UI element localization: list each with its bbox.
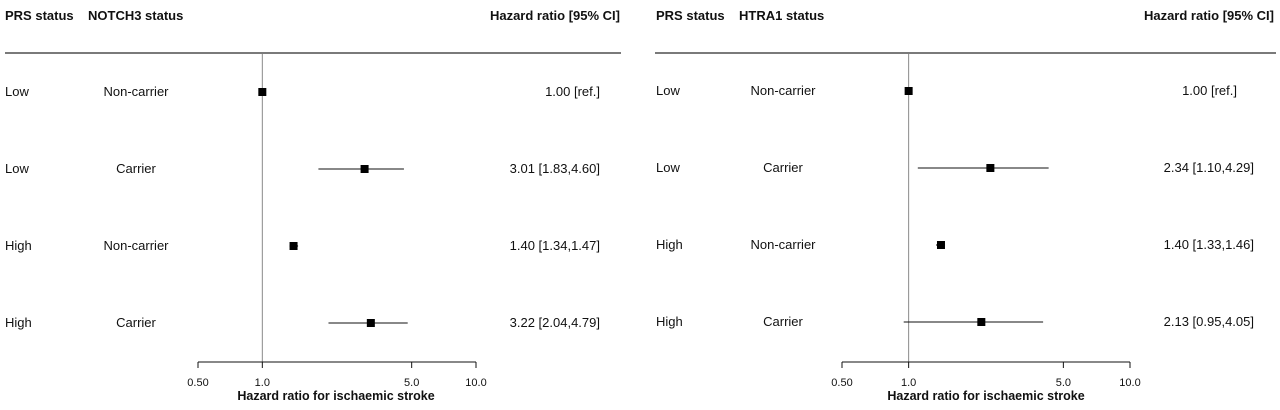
header-hazard-ratio: Hazard ratio [95% CI] xyxy=(489,8,620,23)
row-hazard-ratio-label: 3.01 [1.83,4.60] xyxy=(509,161,600,176)
x-tick-label: 0.50 xyxy=(187,377,208,389)
hazard-ratio-point xyxy=(289,242,298,250)
row-prs-status: Low xyxy=(5,161,29,176)
row-prs-status: Low xyxy=(656,83,680,98)
hazard-ratio-point xyxy=(986,164,995,172)
x-tick-label: 1.0 xyxy=(901,377,916,389)
row-prs-status: Low xyxy=(656,160,680,175)
hazard-ratio-point xyxy=(977,318,986,326)
x-axis-label: Hazard ratio for ischaemic stroke xyxy=(237,389,434,403)
x-axis-label: Hazard ratio for ischaemic stroke xyxy=(887,389,1084,403)
row-variant-status: Carrier xyxy=(116,161,156,176)
htra1-forest-panel: PRS status HTRA1 status Hazard ratio [95… xyxy=(652,0,1280,410)
row-hazard-ratio-label: 3.22 [2.04,4.79] xyxy=(509,315,600,330)
hazard-ratio-point xyxy=(366,319,375,327)
hazard-ratio-point xyxy=(360,165,369,173)
row-hazard-ratio-label: 1.00 [ref.] xyxy=(545,84,600,99)
header-separator xyxy=(5,52,621,54)
header-prs-status: PRS status xyxy=(656,8,725,23)
hazard-ratio-point xyxy=(258,88,267,96)
row-prs-status: High xyxy=(656,314,683,329)
row-variant-status: Non-carrier xyxy=(103,238,169,253)
row-variant-status: Non-carrier xyxy=(750,237,816,252)
row-prs-status: High xyxy=(656,237,683,252)
hazard-ratio-point xyxy=(904,87,913,95)
x-tick-label: 5.0 xyxy=(1056,377,1071,389)
x-tick-label: 10.0 xyxy=(465,377,486,389)
row-prs-status: Low xyxy=(5,84,29,99)
x-tick-label: 1.0 xyxy=(255,377,270,389)
header-separator xyxy=(655,52,1276,54)
row-variant-status: Carrier xyxy=(763,314,803,329)
row-variant-status: Carrier xyxy=(763,160,803,175)
notch3-forest-panel: PRS status NOTCH3 status Hazard ratio [9… xyxy=(0,0,630,410)
row-hazard-ratio-label: 1.00 [ref.] xyxy=(1182,83,1237,98)
row-variant-status: Carrier xyxy=(116,315,156,330)
row-hazard-ratio-label: 2.13 [0.95,4.05] xyxy=(1163,314,1254,329)
x-tick-label: 10.0 xyxy=(1119,377,1140,389)
forest-plot-area: 0.50 1.0 5.0 10.0 Hazard ratio for ischaemic… xyxy=(187,54,487,403)
row-prs-status: High xyxy=(5,315,32,330)
row-hazard-ratio-label: 1.40 [1.34,1.47] xyxy=(509,238,600,253)
row-hazard-ratio-label: 1.40 [1.33,1.46] xyxy=(1163,237,1254,252)
row-variant-status: Non-carrier xyxy=(750,83,816,98)
header-variant-status: NOTCH3 status xyxy=(88,8,184,23)
header-variant-status: HTRA1 status xyxy=(739,8,825,23)
x-tick-label: 0.50 xyxy=(831,377,852,389)
header-prs-status: PRS status xyxy=(5,8,74,23)
hazard-ratio-point xyxy=(936,241,945,249)
row-prs-status: High xyxy=(5,238,32,253)
row-hazard-ratio-label: 2.34 [1.10,4.29] xyxy=(1163,160,1254,175)
x-tick-label: 5.0 xyxy=(404,377,419,389)
forest-plot-area: 0.50 1.0 5.0 10.0 Hazard ratio for ischaemic… xyxy=(831,54,1141,403)
row-variant-status: Non-carrier xyxy=(103,84,169,99)
header-hazard-ratio: Hazard ratio [95% CI] xyxy=(1143,8,1274,23)
